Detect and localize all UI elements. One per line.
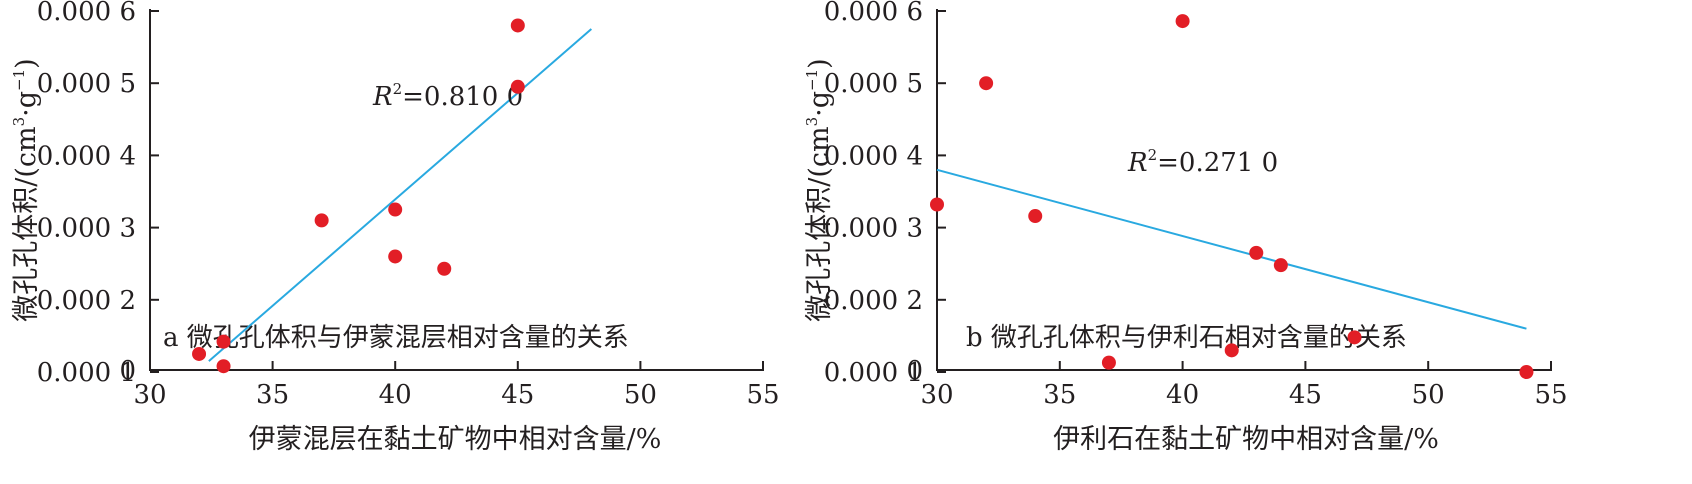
data-point [388, 249, 403, 264]
y-tick-label: 0.000 4 [824, 141, 923, 171]
y-axis-origin-label: 0 [906, 356, 923, 386]
data-point [1519, 365, 1534, 379]
y-tick-label: 0.000 5 [37, 69, 136, 99]
data-point [1175, 14, 1190, 29]
y-tick-label: 0.000 6 [824, 0, 923, 27]
y-tick-label: 0.000 3 [37, 214, 136, 244]
y-tick-label: 0.000 6 [37, 0, 136, 27]
r-squared-value: =0.271 0 [1157, 148, 1278, 178]
x-tick-label: 30 [920, 380, 953, 410]
trendline [936, 168, 1527, 330]
trendline [208, 28, 593, 362]
y-tick-label: 0.000 4 [37, 141, 136, 171]
y-axis-title-part: 3 [803, 117, 821, 127]
r-squared-value: =0.810 0 [402, 82, 523, 112]
chart-panel-a: 30 35 40 45 50 550.000 10.000 20.000 30.000 4… [10, 0, 780, 455]
panel-label: b 微孔孔体积与伊利石相对含量的关系 [966, 323, 1407, 353]
chart-panel-b: 30 35 40 45 50 550.000 10.000 20.000 30.000 4… [803, 0, 1568, 455]
y-tick-label: 0.000 1 [37, 358, 136, 388]
y-axis-title: 微孔孔体积/(cm3·g−1) [803, 58, 835, 321]
data-point [192, 346, 207, 361]
y-axis-title-part: 3 [10, 117, 28, 127]
data-point [1273, 258, 1288, 273]
y-axis-title: 微孔孔体积/(cm3·g−1) [10, 58, 42, 321]
x-axis-title: 伊利石在黏土矿物中相对含量/% [1053, 424, 1439, 455]
data-point [437, 261, 452, 276]
r-squared-symbol: R [1127, 148, 1148, 178]
r-squared-exponent: 2 [393, 80, 403, 98]
x-tick-label: 55 [746, 380, 779, 410]
x-tick-label: 50 [624, 380, 657, 410]
x-tick-label: 35 [1043, 380, 1076, 410]
r-squared-label: R2=0.271 0 [1127, 146, 1278, 178]
data-point [1101, 355, 1116, 370]
x-tick-label: 55 [1534, 380, 1567, 410]
y-axis-title-part: ·g [11, 91, 42, 117]
y-axis-title-part: ) [11, 58, 42, 69]
x-tick-label: 45 [501, 380, 534, 410]
y-axis-origin-label: 0 [119, 356, 136, 386]
data-point [388, 202, 403, 217]
data-point [979, 76, 994, 91]
r-squared-symbol: R [372, 82, 393, 112]
x-tick-label: 35 [256, 380, 289, 410]
x-tick-label: 40 [379, 380, 412, 410]
y-axis-title-part: 微孔孔体积/(cm [804, 126, 835, 321]
x-tick-label: 40 [1166, 380, 1199, 410]
x-tick-label: 45 [1289, 380, 1322, 410]
data-point [1249, 245, 1264, 260]
y-tick-label: 0.000 2 [37, 286, 136, 316]
y-axis-title-part: −1 [803, 69, 821, 91]
y-tick-label: 0.000 3 [824, 214, 923, 244]
y-tick-label: 0.000 5 [824, 69, 923, 99]
data-point [510, 79, 525, 94]
data-point [930, 197, 944, 212]
panel-label: a 微孔孔体积与伊蒙混层相对含量的关系 [163, 323, 629, 353]
r-squared-label: R2=0.810 0 [372, 80, 523, 112]
data-point [1347, 330, 1362, 345]
data-point [216, 359, 231, 374]
x-axis-title: 伊蒙混层在黏土矿物中相对含量/% [249, 424, 662, 455]
data-point [314, 213, 329, 228]
r-squared-exponent: 2 [1148, 146, 1158, 164]
data-point [510, 18, 525, 33]
y-axis-title-part: −1 [10, 69, 28, 91]
y-axis-title-part: ) [804, 58, 835, 69]
y-axis-title-part: 微孔孔体积/(cm [11, 126, 42, 321]
data-point [216, 334, 231, 349]
data-point [1224, 343, 1239, 358]
y-tick-label: 0.000 1 [824, 358, 923, 388]
x-tick-label: 50 [1412, 380, 1445, 410]
x-tick-label: 30 [133, 380, 166, 410]
data-point [1028, 209, 1043, 224]
y-axis-title-part: ·g [804, 91, 835, 117]
y-tick-label: 0.000 2 [824, 286, 923, 316]
